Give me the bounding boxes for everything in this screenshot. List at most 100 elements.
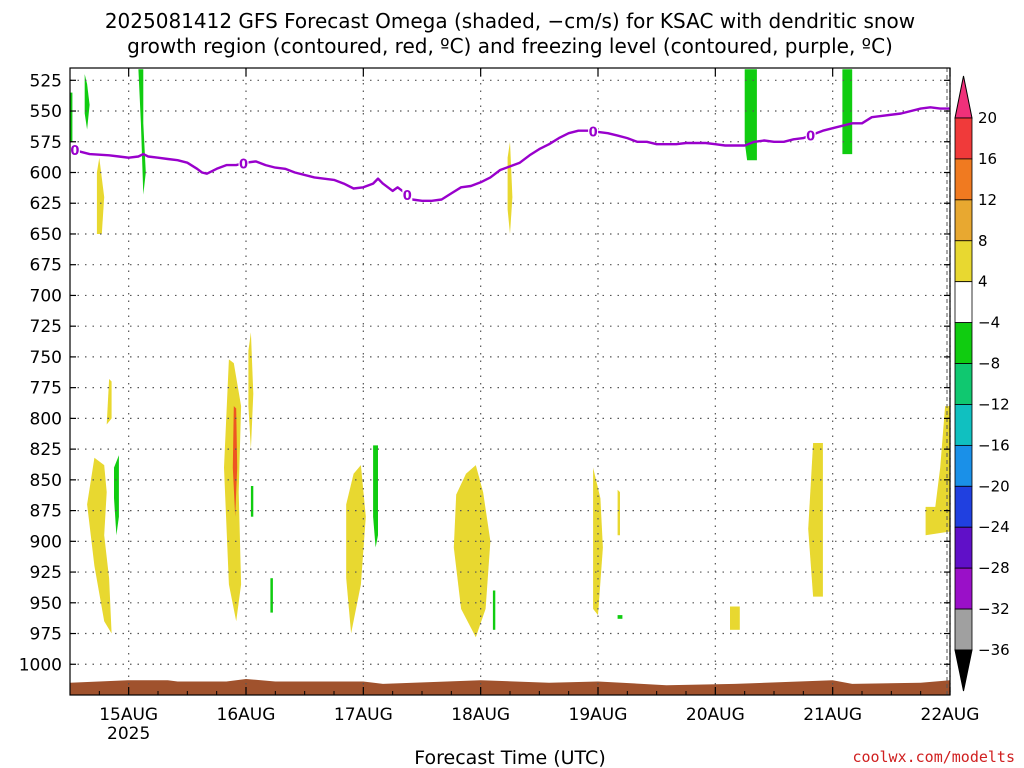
colorbar-segment bbox=[954, 240, 973, 283]
colorbar-label: −36 bbox=[978, 641, 1010, 659]
freezing-level-label: 0 bbox=[70, 144, 79, 159]
x-tick-label: 19AUG bbox=[569, 705, 628, 725]
colorbar-label: −32 bbox=[978, 600, 1010, 618]
colorbar-label: 16 bbox=[978, 150, 997, 168]
x-axis-label: Forecast Time (UTC) bbox=[414, 747, 605, 768]
y-tick-label: 800 bbox=[30, 409, 62, 429]
freezing-level-label-bg bbox=[588, 124, 599, 139]
freezing-level-label: 0 bbox=[403, 189, 412, 204]
x-tick-label: 18AUG bbox=[451, 705, 510, 725]
positive-omega-region bbox=[346, 465, 366, 634]
freezing-level-label: 0 bbox=[239, 157, 248, 172]
x-tick-label: 17AUG bbox=[334, 705, 393, 725]
credit-text: coolwx.com/modelts bbox=[852, 748, 1015, 766]
colorbar-segment bbox=[954, 567, 973, 610]
y-tick-label: 675 bbox=[30, 256, 62, 276]
negative-omega-region bbox=[270, 578, 273, 613]
positive-omega-region bbox=[925, 406, 950, 536]
colorbar-segment bbox=[954, 363, 973, 405]
x-tick-label: 16AUG bbox=[217, 705, 276, 725]
positive-omega-region bbox=[507, 141, 513, 234]
negative-omega-region bbox=[373, 445, 378, 548]
negative-omega-region bbox=[138, 69, 146, 195]
y-tick-label: 700 bbox=[30, 286, 62, 306]
freezing-level-line bbox=[70, 106, 950, 203]
positive-omega-region bbox=[248, 332, 254, 450]
x-tick-label: 20AUG bbox=[686, 705, 745, 725]
y-tick-label: 975 bbox=[30, 625, 62, 645]
positive-omega-region bbox=[224, 359, 242, 622]
colorbar: 20 16 12 8 4 −4 −8 −12 −16 −20 −24 −28 −32 −36 bbox=[954, 75, 1010, 692]
colorbar-segment bbox=[954, 608, 973, 651]
positive-omega-region bbox=[106, 379, 112, 425]
y-tick-label: 875 bbox=[30, 502, 62, 522]
x-tick-label: 21AUG bbox=[803, 705, 862, 725]
freezing-level-label: 0 bbox=[806, 129, 815, 144]
colorbar-segment bbox=[954, 404, 973, 446]
y-tick-label: 850 bbox=[30, 471, 62, 491]
negative-omega-region bbox=[617, 615, 623, 619]
colorbar-segment bbox=[954, 199, 973, 242]
x-tick-label: 15AUG bbox=[99, 705, 158, 725]
y-tick-label: 525 bbox=[30, 71, 62, 91]
y-tick-label: 925 bbox=[30, 563, 62, 583]
colorbar-segment bbox=[954, 322, 973, 364]
y-tick-label: 775 bbox=[30, 379, 62, 399]
positive-omega-region bbox=[617, 489, 620, 536]
colorbar-segment bbox=[954, 281, 973, 324]
colorbar-label: −24 bbox=[978, 518, 1010, 536]
y-tick-label: 825 bbox=[30, 440, 62, 460]
colorbar-label: −4 bbox=[978, 314, 1000, 332]
y-axis: 525 550 575 600 625 650 675 700 725 750 775 800 825 8… bbox=[19, 71, 950, 675]
colorbar-label: 12 bbox=[978, 191, 997, 209]
y-tick-label: 650 bbox=[30, 225, 62, 245]
chart-title-line-2: growth region (contoured, red, ºC) and f… bbox=[127, 34, 893, 58]
y-tick-label: 900 bbox=[30, 532, 62, 552]
y-tick-label: 625 bbox=[30, 194, 62, 214]
x-tick-label: 22AUG bbox=[921, 705, 980, 725]
freezing-level-label-bg bbox=[238, 156, 249, 171]
y-tick-label: 550 bbox=[30, 102, 62, 122]
colorbar-label: −12 bbox=[978, 395, 1010, 413]
colorbar-segment bbox=[954, 117, 973, 160]
y-tick-label: 750 bbox=[30, 348, 62, 368]
y-tick-label: 725 bbox=[30, 317, 62, 337]
colorbar-bottom-arrow bbox=[954, 649, 973, 692]
x-tick-sublabel: 2025 bbox=[107, 724, 150, 744]
colorbar-segment bbox=[954, 158, 973, 201]
negative-omega-region bbox=[842, 69, 853, 155]
y-tick-label: 1000 bbox=[19, 655, 62, 675]
positive-omega-region bbox=[87, 457, 112, 634]
freezing-level-label-bg bbox=[402, 188, 413, 203]
colorbar-segment bbox=[954, 485, 973, 528]
freezing-level-label-bg bbox=[70, 142, 80, 157]
dendritic-growth-region bbox=[232, 406, 238, 517]
positive-omega-region bbox=[730, 606, 740, 630]
freezing-level-label-bg bbox=[805, 128, 816, 143]
freezing-level-layer: 0 0 0 0 0 bbox=[70, 106, 950, 204]
y-tick-label: 600 bbox=[30, 164, 62, 184]
negative-omega-region bbox=[744, 69, 757, 161]
chart-title-line-1: 2025081412 GFS Forecast Omega (shaded, −… bbox=[105, 9, 915, 33]
y-tick-label: 950 bbox=[30, 594, 62, 614]
colorbar-label: 8 bbox=[978, 232, 988, 250]
colorbar-segment bbox=[954, 444, 973, 487]
colorbar-label: −16 bbox=[978, 436, 1010, 454]
negative-omega-region bbox=[114, 455, 119, 536]
colorbar-label: −20 bbox=[978, 477, 1010, 495]
negative-omega-region bbox=[84, 74, 90, 130]
positive-omega-region bbox=[96, 157, 105, 234]
colorbar-segment bbox=[954, 526, 973, 569]
colorbar-label: 4 bbox=[978, 273, 988, 291]
negative-omega-region bbox=[492, 590, 496, 630]
freezing-level-label: 0 bbox=[589, 125, 598, 140]
positive-omega-region bbox=[808, 443, 823, 597]
colorbar-label: −28 bbox=[978, 559, 1010, 577]
terrain-surface bbox=[70, 679, 950, 695]
colorbar-label: 20 bbox=[978, 109, 997, 127]
y-tick-label: 575 bbox=[30, 133, 62, 153]
negative-omega-region bbox=[250, 486, 254, 517]
